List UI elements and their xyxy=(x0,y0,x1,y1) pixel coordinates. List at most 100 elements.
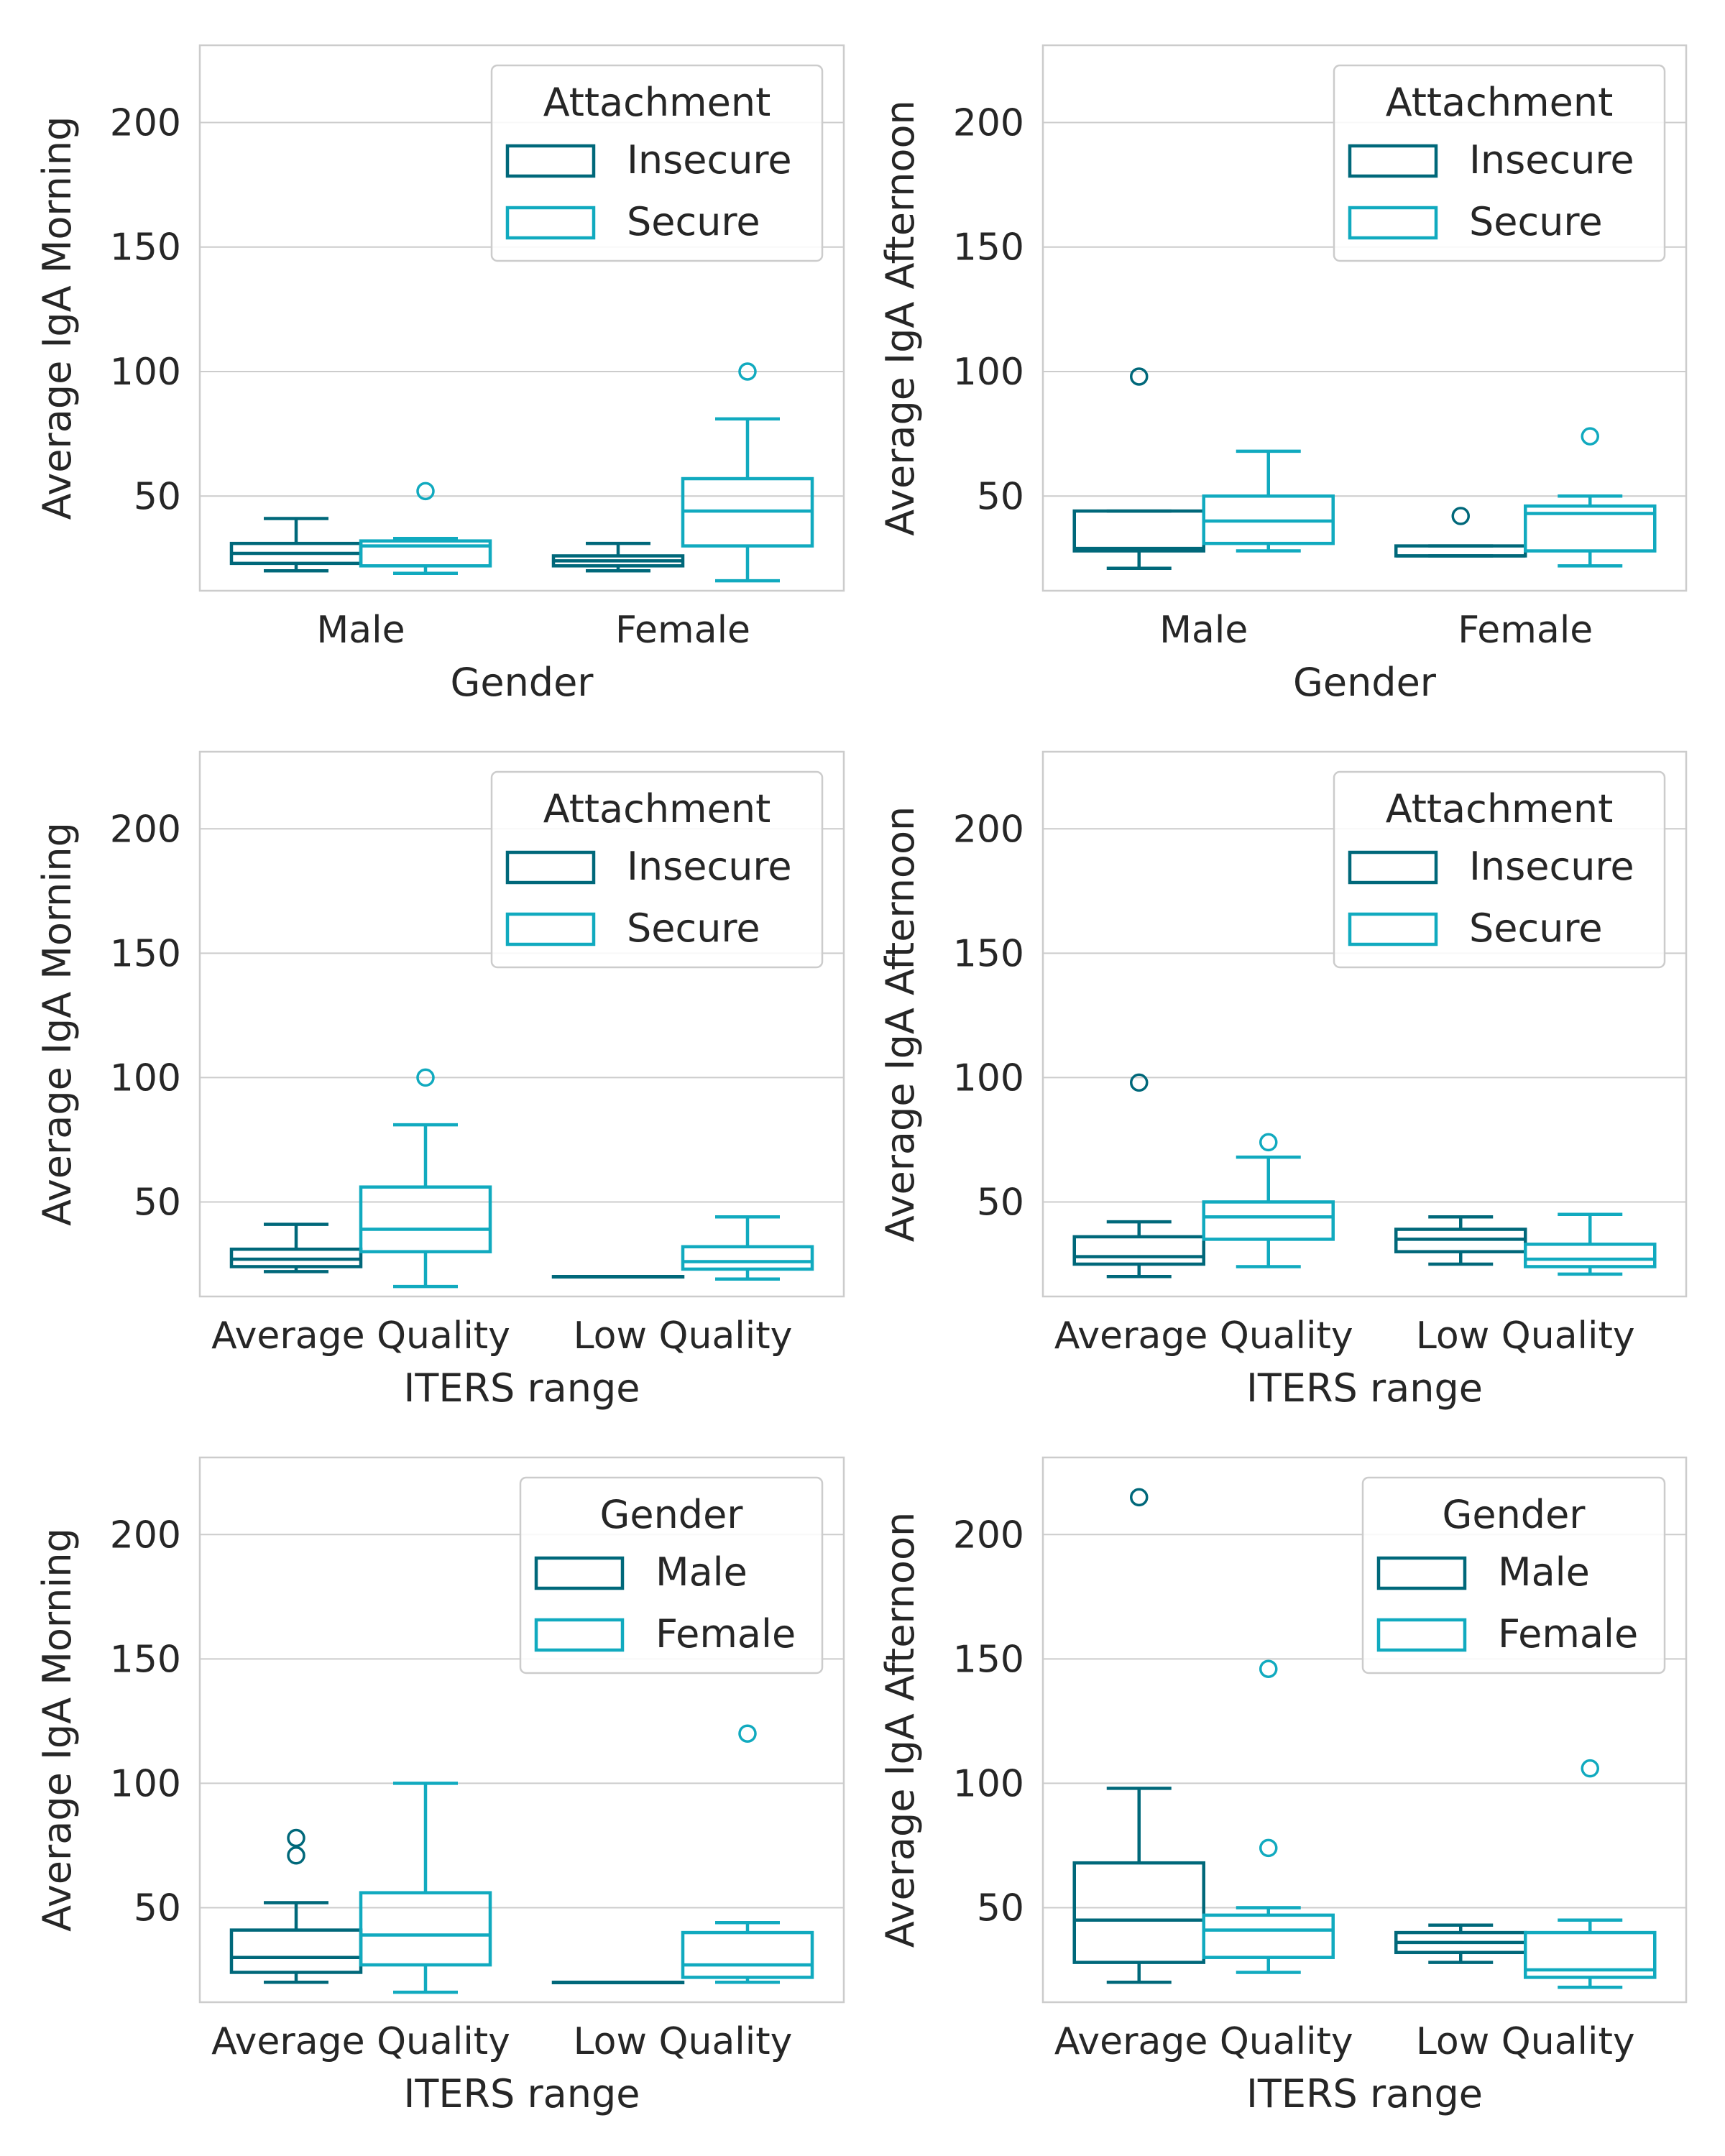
outlier-point xyxy=(1581,427,1599,446)
box-insecure-1 xyxy=(1072,367,1205,571)
legend-label: Insecure xyxy=(627,844,792,889)
y-tick-label: 200 xyxy=(110,101,181,144)
panel-1: 50 100 150 200 Male Female Gender Average IgA M… xyxy=(34,44,845,705)
legend-label: Insecure xyxy=(1469,137,1634,183)
box-male-1 xyxy=(229,1828,363,1984)
legend-swatch xyxy=(1376,1618,1467,1652)
iqr-box xyxy=(1524,1930,1657,1979)
box-secure-1 xyxy=(359,482,492,575)
y-axis-title: Average IgA Afternoon xyxy=(878,1512,923,1948)
legend-title: Gender xyxy=(1443,1492,1586,1537)
y-tick-label: 200 xyxy=(953,808,1024,851)
legend-title: Attachment xyxy=(543,80,771,125)
y-tick-label: 50 xyxy=(134,475,181,518)
y-tick-label: 50 xyxy=(977,1886,1024,1930)
legend-title: Attachment xyxy=(1386,80,1614,125)
box-secure-2 xyxy=(681,362,814,583)
y-tick-label: 50 xyxy=(977,1181,1024,1224)
x-tick-label: Low Quality xyxy=(1416,1314,1635,1358)
y-axis-title: Average IgA Morning xyxy=(34,1528,80,1932)
outlier-point xyxy=(738,1724,757,1743)
y-axis-title: Average IgA Morning xyxy=(34,116,80,520)
legend-frame xyxy=(490,64,824,262)
legend: Attachment Insecure Secure xyxy=(1333,64,1666,262)
legend-swatch xyxy=(534,1556,625,1590)
legend-label: Male xyxy=(656,1549,748,1595)
y-tick-label: 200 xyxy=(953,101,1024,144)
iqr-box xyxy=(359,539,492,568)
x-tick-label: Low Quality xyxy=(1416,2020,1635,2063)
iqr-box xyxy=(1072,1235,1205,1266)
y-axis-title: Average IgA Afternoon xyxy=(878,806,923,1242)
legend-frame xyxy=(1333,770,1666,969)
legend-swatch xyxy=(1376,1556,1467,1590)
x-tick-label: Low Quality xyxy=(574,2020,793,2063)
panel-3: 50 100 150 200 Average Quality Low Quality ITE… xyxy=(34,750,845,1411)
outlier-point xyxy=(287,1828,305,1848)
legend-frame xyxy=(1361,1476,1666,1674)
legend-label: Secure xyxy=(627,906,760,951)
x-tick-label: Average Quality xyxy=(211,1314,510,1358)
legend-label: Female xyxy=(1498,1611,1638,1657)
legend-label: Insecure xyxy=(627,137,792,183)
box-female-2 xyxy=(1524,1759,1657,1989)
legend: Attachment Insecure Secure xyxy=(490,64,824,262)
iqr-box xyxy=(1524,504,1657,553)
outlier-point xyxy=(738,362,757,381)
x-axis-title: Gender xyxy=(1293,660,1437,705)
legend-swatch xyxy=(1348,850,1438,885)
box-insecure-1 xyxy=(229,517,363,573)
y-tick-label: 50 xyxy=(977,475,1024,518)
outlier-point xyxy=(1259,1838,1278,1858)
legend-title: Attachment xyxy=(1386,786,1614,831)
box-male-1 xyxy=(1072,1488,1205,1984)
iqr-box xyxy=(1072,509,1205,553)
box-insecure-2 xyxy=(1394,507,1527,558)
x-tick-label: Low Quality xyxy=(574,1314,793,1358)
legend-frame xyxy=(519,1476,824,1674)
outlier-point xyxy=(1451,507,1470,525)
iqr-box xyxy=(1202,1200,1335,1241)
box-secure-2 xyxy=(681,1215,814,1281)
x-axis-title: ITERS range xyxy=(1246,1365,1483,1411)
y-tick-label: 100 xyxy=(953,1762,1024,1805)
legend-swatch xyxy=(1348,206,1438,240)
x-tick-label: Average Quality xyxy=(1054,1314,1353,1358)
panel-4: 50 100 150 200 Average Quality Low Quality ITE… xyxy=(878,750,1688,1411)
outlier-point xyxy=(416,1068,435,1087)
legend-label: Secure xyxy=(627,199,760,244)
y-tick-label: 200 xyxy=(110,1514,181,1557)
x-tick-label: Female xyxy=(615,609,750,652)
outlier-point xyxy=(1130,1073,1149,1092)
outlier-point xyxy=(1259,1133,1278,1152)
outlier-point xyxy=(1130,1488,1149,1507)
y-tick-label: 150 xyxy=(110,226,181,270)
legend-swatch xyxy=(505,206,596,240)
box-secure-1 xyxy=(1202,449,1335,553)
x-tick-label: Male xyxy=(316,609,405,652)
box-male-2 xyxy=(1394,1923,1527,1964)
legend: Gender Male Female xyxy=(1361,1476,1666,1674)
legend: Attachment Insecure Secure xyxy=(490,770,824,969)
y-tick-label: 100 xyxy=(110,351,181,394)
box-secure-1 xyxy=(359,1068,492,1289)
y-tick-label: 150 xyxy=(110,1638,181,1681)
y-axis-title: Average IgA Afternoon xyxy=(878,100,923,535)
y-tick-label: 100 xyxy=(953,351,1024,394)
iqr-box xyxy=(359,1891,492,1967)
outlier-point xyxy=(416,482,435,501)
box-insecure-1 xyxy=(229,1222,363,1273)
iqr-box xyxy=(229,1928,363,1974)
box-insecure-2 xyxy=(551,1275,685,1279)
legend-frame xyxy=(1333,64,1666,262)
legend: Attachment Insecure Secure xyxy=(1333,770,1666,969)
legend-label: Insecure xyxy=(1469,844,1634,889)
panel-5: 50 100 150 200 Average Quality Low Quality ITE… xyxy=(34,1456,845,2116)
iqr-box xyxy=(1072,1861,1205,1964)
plot-frame xyxy=(1041,750,1688,1298)
outlier-point xyxy=(287,1846,305,1865)
legend-label: Female xyxy=(656,1611,796,1657)
plot-frame xyxy=(198,750,845,1298)
y-tick-label: 200 xyxy=(110,808,181,851)
